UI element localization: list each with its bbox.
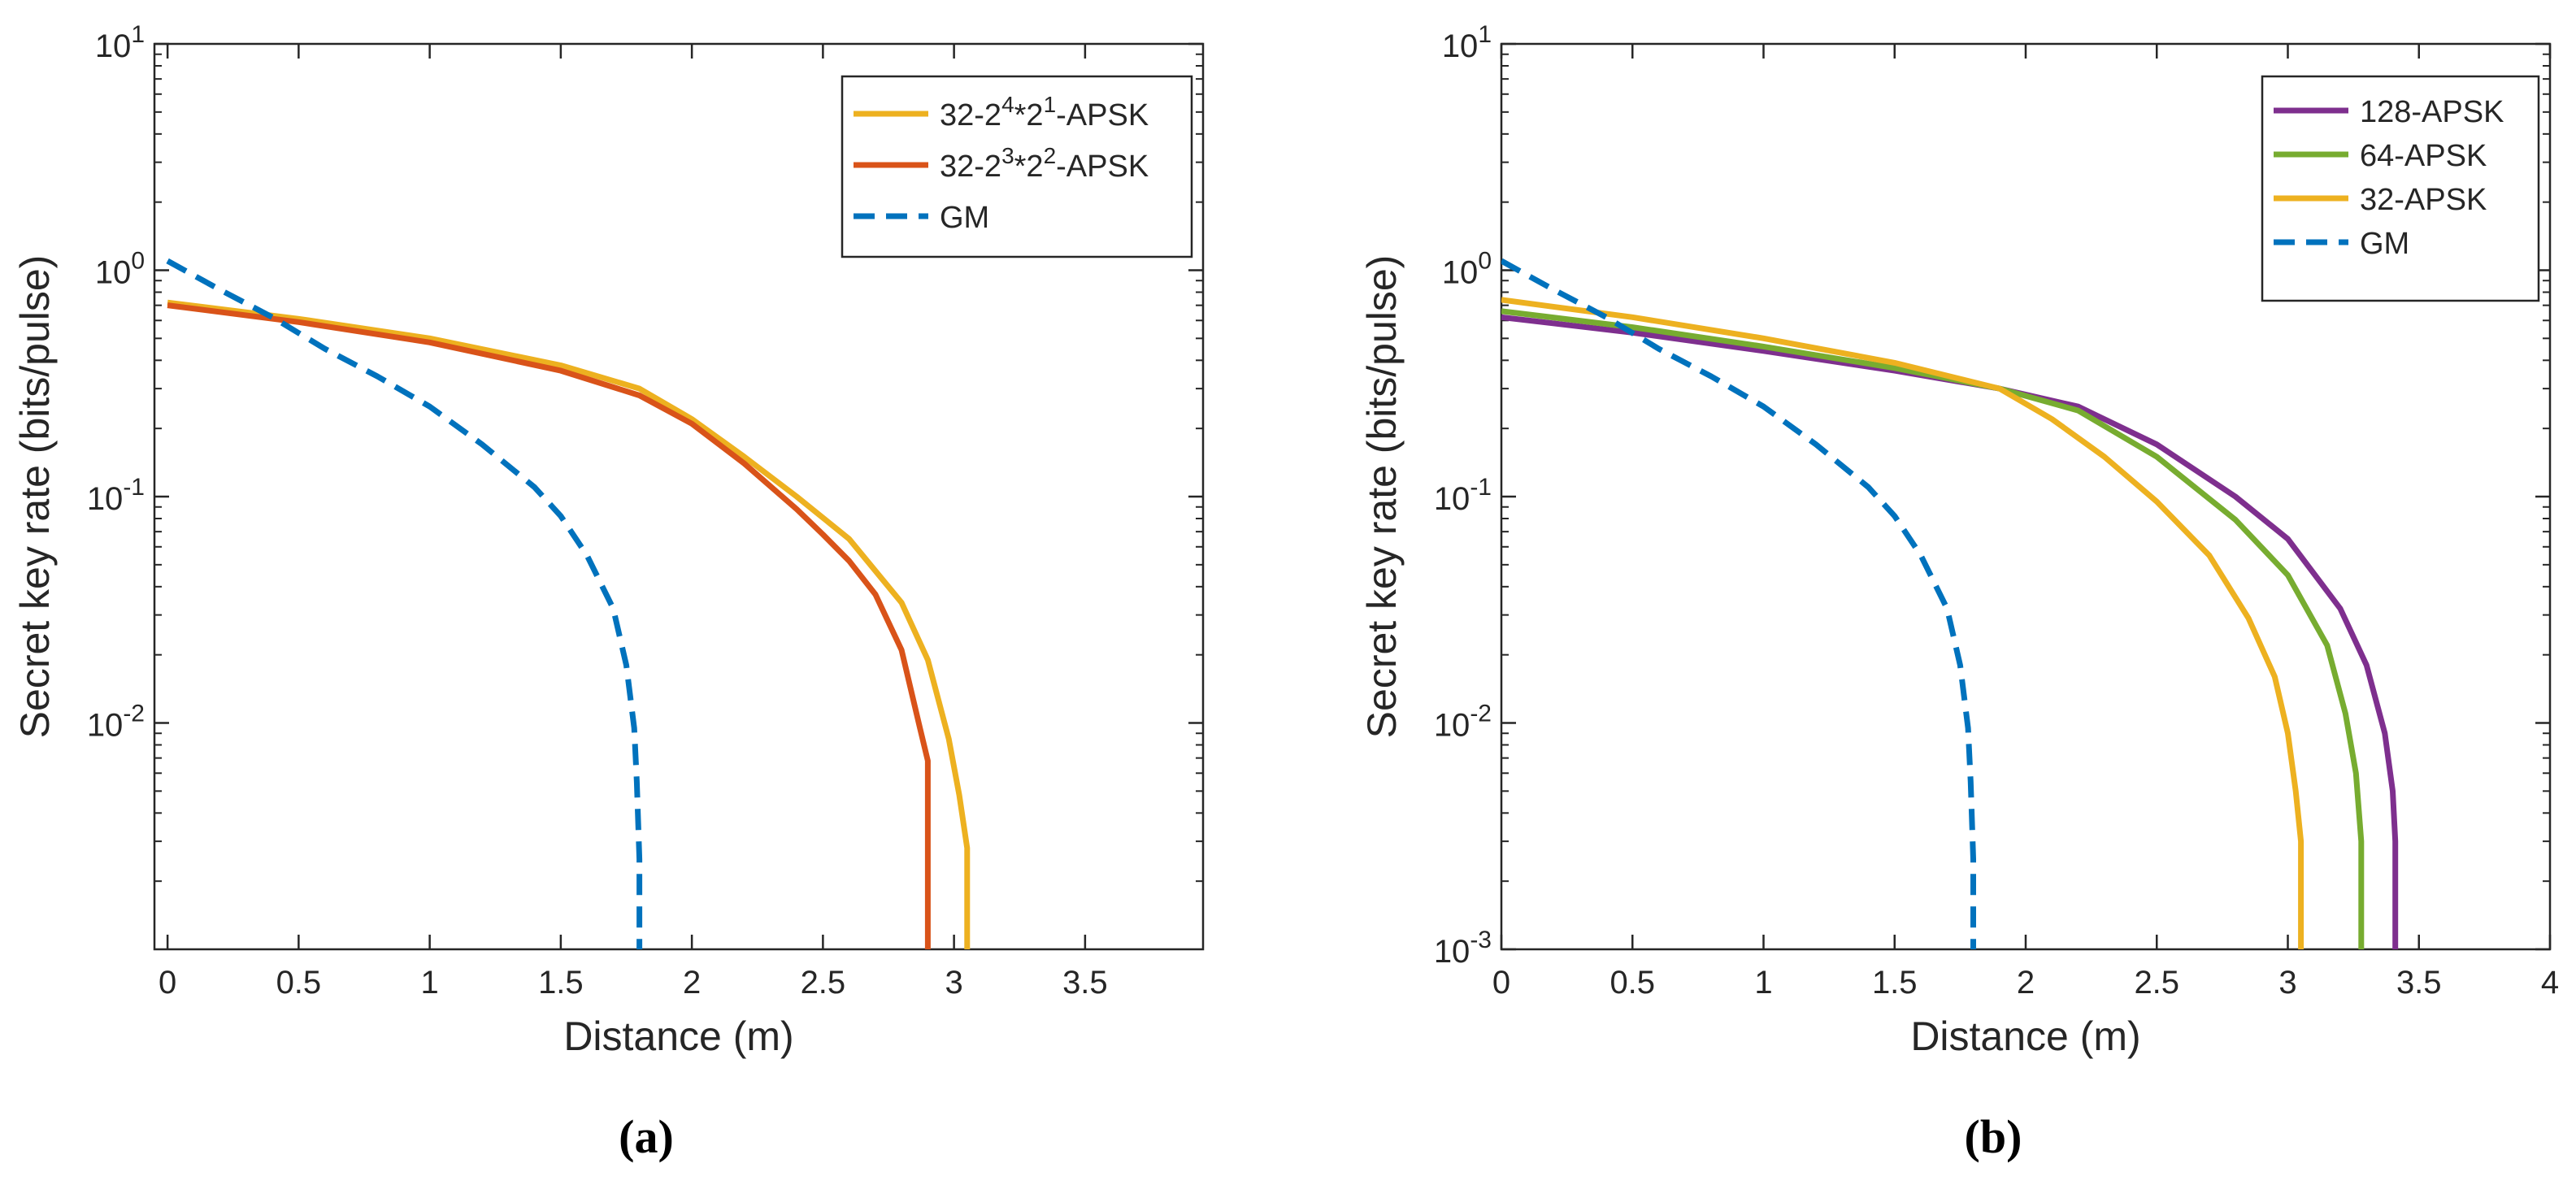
legend-label: 32-23*22-APSK bbox=[940, 143, 1149, 184]
x-tick-label: 3 bbox=[2278, 965, 2296, 1001]
x-tick-label: 2.5 bbox=[801, 965, 846, 1001]
series-line-32-apsk bbox=[1501, 297, 2304, 949]
y-tick-label: 10-1 bbox=[1434, 474, 1492, 517]
legend: 32-24*21-APSK 32-23*22-APSK GM bbox=[841, 75, 1193, 258]
x-tick-label: 3.5 bbox=[1062, 965, 1108, 1001]
y-tick-label: 10-2 bbox=[87, 701, 145, 744]
y-tick-label: 10-3 bbox=[1434, 927, 1492, 970]
panel-caption: (a) bbox=[619, 1110, 674, 1163]
x-tick-label: 1.5 bbox=[538, 965, 584, 1001]
legend-label: GM bbox=[940, 201, 989, 235]
series-group bbox=[1501, 258, 2399, 949]
legend-label: 64-APSK bbox=[2360, 139, 2487, 173]
series-line-64-apsk bbox=[1501, 308, 2365, 949]
legend-label: 128-APSK bbox=[2360, 95, 2504, 129]
x-tick-label: 0.5 bbox=[1609, 965, 1655, 1001]
panel-caption: (b) bbox=[1965, 1110, 2022, 1163]
x-tick-label: 1.5 bbox=[1872, 965, 1918, 1001]
y-tick-label: 10-1 bbox=[87, 474, 145, 517]
legend-label: 32-24*21-APSK bbox=[940, 92, 1149, 132]
series-line-32-2-3-2-2-apsk bbox=[167, 302, 931, 949]
x-axis-label: Distance (m) bbox=[1910, 1014, 2140, 1059]
y-tick-label: 100 bbox=[1442, 248, 1492, 291]
series-line-gm bbox=[166, 258, 643, 949]
minor-ticks bbox=[1501, 53, 2550, 883]
chart-panel-a: 10-2 10-1 100 101 0 0.5 1 1.5 2 2.5 3 3.5 Distance (… bbox=[12, 21, 1205, 1163]
x-tick-label: 1 bbox=[1754, 965, 1772, 1001]
x-tick-label: 4 bbox=[2541, 965, 2559, 1001]
x-tick-label: 3 bbox=[945, 965, 963, 1001]
minor-ticks bbox=[154, 53, 1203, 883]
x-axis-label: Distance (m) bbox=[563, 1014, 793, 1059]
legend-label: GM bbox=[2360, 227, 2409, 261]
series-group bbox=[166, 258, 971, 949]
series-line-gm bbox=[1501, 258, 1976, 949]
y-axis-label: Secret key rate (bits/pulse) bbox=[12, 255, 58, 739]
series-line-128-apsk bbox=[1501, 314, 2399, 949]
x-tick-label: 0 bbox=[159, 965, 176, 1001]
x-tick-label: 0.5 bbox=[276, 965, 322, 1001]
series-line-32-2-4-2-1-apsk bbox=[167, 299, 971, 949]
y-tick-label: 101 bbox=[95, 21, 145, 64]
x-tick-label: 2.5 bbox=[2134, 965, 2179, 1001]
y-tick-label: 100 bbox=[95, 248, 145, 291]
y-tick-label: 101 bbox=[1442, 21, 1492, 64]
legend: 128-APSK 64-APSK 32-APSK GM bbox=[2261, 75, 2540, 302]
legend-label: 32-APSK bbox=[2360, 183, 2487, 217]
x-tick-label: 2 bbox=[683, 965, 701, 1001]
chart-panel-b: 10-3 10-2 10-1 100 101 0 0.5 1 1.5 2 2.5 3 3.5 4 Dista… bbox=[1359, 21, 2559, 1163]
x-tick-label: 0 bbox=[1492, 965, 1510, 1001]
x-tick-label: 2 bbox=[2017, 965, 2035, 1001]
legend-box bbox=[2261, 75, 2540, 302]
x-tick-label: 1 bbox=[421, 965, 439, 1001]
y-axis-label: Secret key rate (bits/pulse) bbox=[1359, 255, 1405, 739]
x-tick-label: 3.5 bbox=[2396, 965, 2442, 1001]
y-tick-label: 10-2 bbox=[1434, 701, 1492, 744]
